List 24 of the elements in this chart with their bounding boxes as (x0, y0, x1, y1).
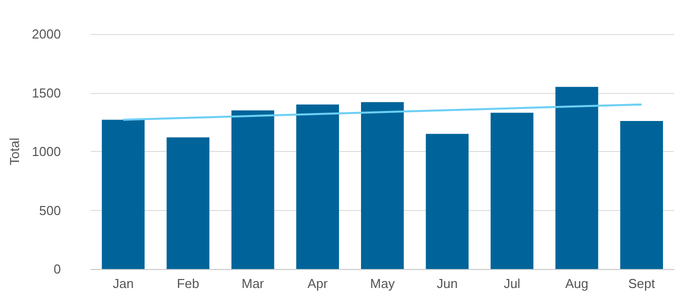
bar (296, 104, 339, 269)
y-axis-title: Total (7, 138, 22, 166)
bar (166, 137, 210, 269)
bar (620, 120, 663, 269)
bar (426, 134, 469, 269)
y-tick-label: 2000 (32, 26, 61, 42)
x-tick-label: Mar (242, 276, 265, 291)
x-tick-label: May (370, 276, 396, 291)
bar (555, 86, 598, 269)
bar (361, 102, 404, 269)
y-tick-label: 0 (54, 262, 61, 276)
x-tick-label: Sept (628, 276, 656, 291)
x-tick-label: Jun (436, 276, 458, 291)
y-tick-label: 1500 (32, 85, 61, 100)
y-tick-label: 1000 (32, 144, 61, 159)
x-tick-label: Aug (565, 276, 588, 291)
x-tick-label: Feb (176, 276, 200, 291)
bar (102, 120, 145, 269)
bar (490, 112, 534, 269)
x-tick-label: Jan (112, 276, 134, 291)
y-tick-label: 500 (39, 202, 61, 218)
bar (231, 110, 274, 269)
x-tick-label: Jul (504, 276, 520, 291)
x-tick-label: Apr (307, 276, 328, 291)
